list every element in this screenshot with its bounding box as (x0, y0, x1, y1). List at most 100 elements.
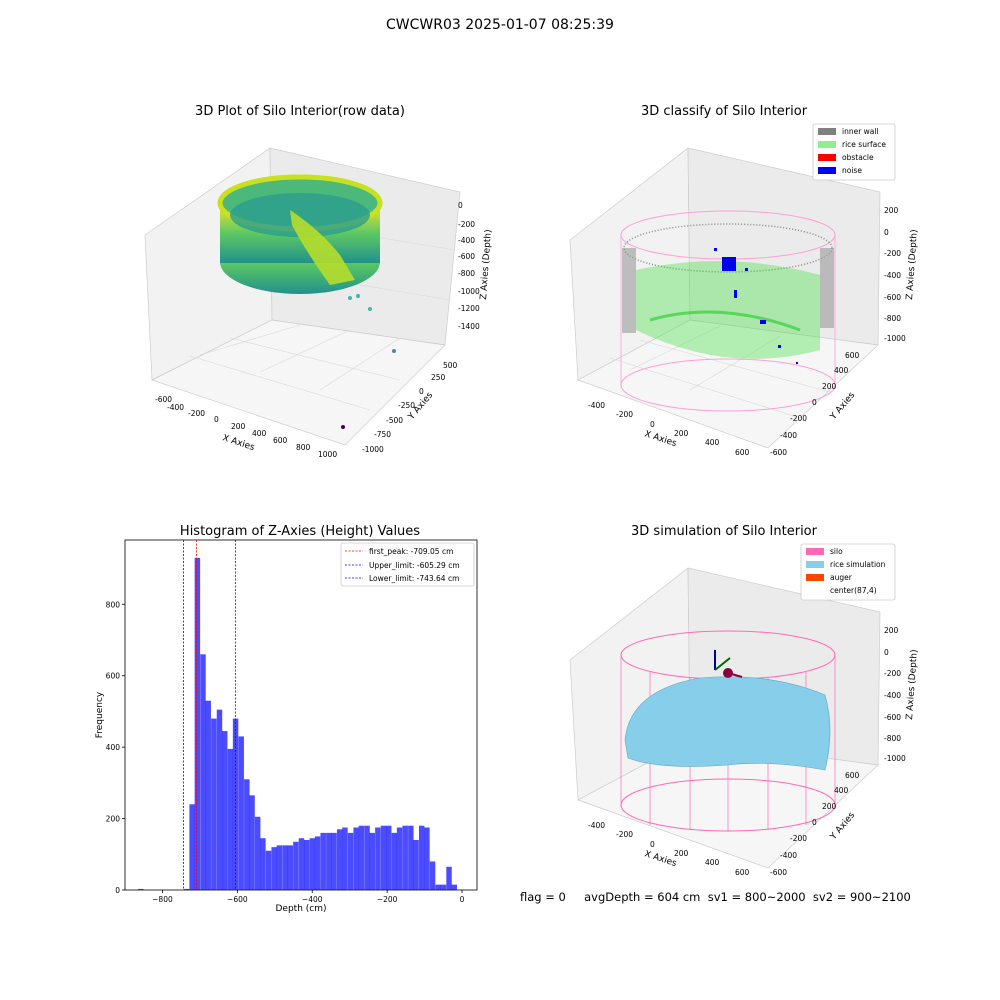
raw-panel-title: 3D Plot of Silo Interior(row data) (195, 104, 405, 119)
classify-ylabel: Y Axies (828, 390, 857, 422)
histogram-bar (211, 718, 217, 890)
svg-text:0: 0 (650, 420, 655, 429)
classify-silo-wire (620, 210, 836, 412)
svg-text:-200: -200 (884, 669, 901, 678)
legend-swatch-rice-simulation (806, 561, 824, 568)
svg-text:800: 800 (296, 443, 311, 452)
svg-text:-400: -400 (780, 431, 797, 440)
svg-text:600: 600 (845, 351, 860, 360)
legend-center: center(87,4) (830, 586, 877, 595)
svg-text:-800: -800 (884, 734, 901, 743)
raw-zlabel: Z Axies (Depth) (479, 229, 494, 300)
svg-text:-500: -500 (386, 416, 403, 425)
legend-obstacle: obstacle (842, 153, 874, 162)
histogram-bar (254, 816, 261, 890)
histogram-bar (282, 845, 288, 890)
histogram-bar (194, 557, 201, 890)
histogram-bar (221, 731, 228, 890)
svg-text:0: 0 (419, 387, 424, 396)
x-tick-label: 0 (460, 895, 465, 904)
svg-text:400: 400 (834, 366, 849, 375)
figure-title: CWCWR03 2025-01-07 08:25:39 (386, 17, 614, 33)
histogram-bar (347, 832, 354, 890)
svg-text:0: 0 (812, 818, 817, 827)
legend-first-peak: first_peak: -709.05 cm (369, 547, 453, 556)
histogram-bar (331, 832, 337, 890)
histogram-bar (276, 845, 283, 890)
svg-text:-1000: -1000 (362, 445, 384, 454)
svg-text:0: 0 (812, 398, 817, 407)
histogram-bar (418, 825, 425, 890)
svg-text:-200: -200 (884, 249, 901, 258)
histogram-bar (364, 825, 370, 890)
svg-text:600: 600 (735, 448, 750, 457)
svg-text:1000: 1000 (318, 450, 337, 459)
histogram-bar (386, 825, 392, 890)
y-tick-label: 800 (106, 600, 121, 609)
svg-text:200: 200 (674, 849, 689, 858)
legend-lower-limit: Lower_limit: -743.64 cm (369, 574, 459, 583)
svg-text:-600: -600 (884, 713, 901, 722)
histogram-bar (342, 827, 348, 890)
svg-text:200: 200 (231, 422, 246, 431)
svg-text:-400: -400 (884, 271, 901, 280)
svg-text:400: 400 (834, 786, 849, 795)
x-tick-label: −800 (152, 895, 173, 904)
histogram-bar (293, 841, 299, 890)
svg-text:-600: -600 (770, 448, 787, 457)
histogram-ylabel: Frequency (95, 691, 105, 738)
histogram-title: Histogram of Z-Axies (Height) Values (179, 524, 421, 539)
status-line: flag = 0 avgDepth = 604 cm sv1 = 800~200… (520, 890, 911, 904)
svg-text:-400: -400 (167, 403, 184, 412)
svg-text:-1000: -1000 (458, 287, 480, 296)
histogram-legend: first_peak: -709.05 cm Upper_limit: -605… (340, 542, 475, 587)
histogram-bar (336, 829, 343, 890)
simulation-silo-wire (620, 630, 836, 832)
histogram-bar (353, 827, 359, 890)
svg-text:-400: -400 (588, 821, 605, 830)
histogram-bar (408, 825, 414, 890)
classify-xlabel: X Axies (643, 429, 678, 449)
legend-silo: silo (830, 547, 843, 556)
svg-text:-1400: -1400 (458, 322, 480, 331)
svg-text:600: 600 (273, 436, 288, 445)
legend-swatch-silo (806, 548, 824, 555)
raw-silo-wall (217, 174, 396, 429)
y-tick-label: 200 (106, 815, 121, 824)
legend-rice-simulation: rice simulation (830, 560, 886, 569)
svg-text:200: 200 (884, 206, 899, 215)
svg-text:-1000: -1000 (884, 754, 906, 763)
svg-text:-600: -600 (155, 395, 172, 404)
legend-swatch-inner-wall (818, 128, 836, 135)
y-tick-label: 600 (106, 672, 121, 681)
svg-text:-400: -400 (780, 851, 797, 860)
histogram-bar (309, 838, 316, 890)
svg-text:-1200: -1200 (458, 304, 480, 313)
svg-text:0: 0 (650, 840, 655, 849)
histogram-bar (446, 866, 452, 890)
histogram-bar (402, 825, 408, 890)
histogram-bar (238, 736, 244, 890)
histogram-bar (249, 795, 255, 890)
classify-zlabel: Z Axies (Depth) (905, 229, 920, 300)
raw-xlabel: X Axies (221, 433, 256, 453)
svg-text:-600: -600 (458, 252, 475, 261)
svg-text:-400: -400 (884, 691, 901, 700)
histogram-bar (440, 884, 447, 890)
x-tick-label: −400 (302, 895, 323, 904)
legend-swatch-auger (806, 574, 824, 581)
histogram-bar (200, 654, 206, 890)
histogram-x-ticks: −800 −600 −400 −200 0 (152, 890, 465, 904)
histogram-bar (358, 825, 365, 890)
legend-noise: noise (842, 166, 862, 175)
classify-legend: inner wall rice surface obstacle noise (812, 123, 896, 181)
simulation-panel-title: 3D simulation of Silo Interior (631, 524, 817, 539)
svg-text:-400: -400 (458, 236, 475, 245)
histogram-y-ticks: 0 200 400 600 800 (106, 600, 125, 895)
histogram-bar (326, 832, 332, 890)
svg-text:-250: -250 (398, 401, 415, 410)
histogram-bar (314, 836, 321, 890)
simulation-zlabel: Z Axies (Depth) (905, 649, 920, 720)
histogram-bar (298, 838, 305, 890)
